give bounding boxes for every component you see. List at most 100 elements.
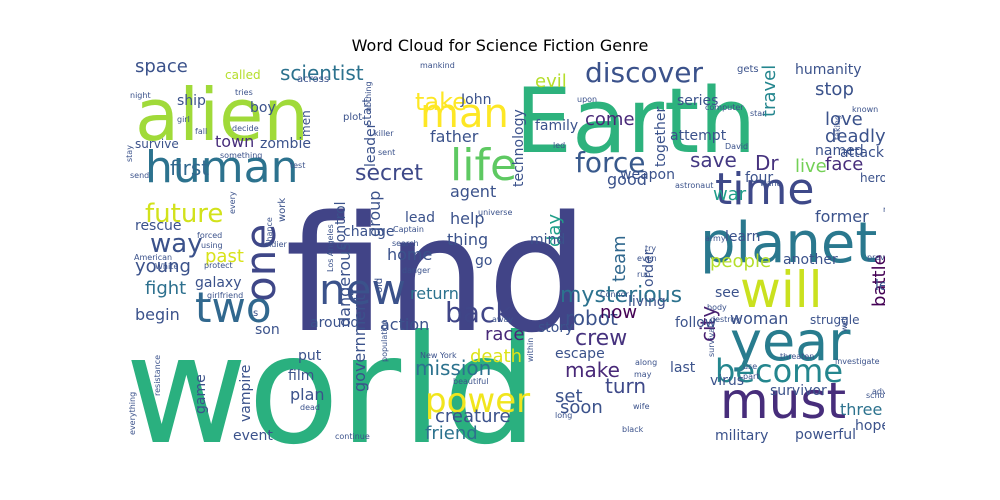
word-attempt: attempt	[670, 128, 727, 144]
word-death: death	[470, 346, 522, 367]
word-ship: ship	[177, 93, 206, 109]
word-woman: woman	[730, 309, 788, 328]
word-save: save	[690, 148, 737, 172]
word-army: army	[705, 234, 726, 243]
word-stop: stop	[815, 79, 854, 100]
word-send: send	[130, 171, 149, 180]
word-power: power	[425, 381, 530, 421]
word-new-york: New York	[420, 351, 457, 360]
word-back: back	[445, 296, 512, 329]
word-team: team	[609, 235, 630, 282]
word-try: try	[645, 244, 656, 253]
word-three: three	[840, 400, 882, 419]
word-hope: hope	[855, 418, 885, 434]
word-past: past	[205, 246, 244, 267]
word-new: new	[319, 265, 406, 314]
word-space: space	[135, 62, 188, 77]
word-agent: agent	[450, 182, 496, 201]
word-mysterious: mysterious	[560, 283, 682, 308]
word-decide: decide	[232, 124, 259, 133]
word-los-angeles: Los Angeles	[326, 224, 335, 272]
word-help: help	[450, 209, 485, 228]
word-plan: plan	[290, 385, 325, 404]
word-become: become	[715, 352, 843, 390]
word-black: black	[622, 425, 644, 434]
word-something: something	[220, 151, 262, 160]
word-test: test	[290, 161, 305, 170]
word-mankind: mankind	[420, 62, 455, 70]
word-find: find	[285, 181, 589, 368]
word-escape: escape	[555, 346, 605, 362]
word-people: people	[710, 251, 771, 272]
word-even: even	[637, 254, 657, 263]
word-dead: dead	[300, 403, 320, 412]
word-resistance: resistance	[153, 355, 162, 396]
word-man: man	[420, 91, 509, 137]
word-dangerous: dangerous	[335, 242, 354, 327]
word-young: young	[135, 256, 191, 277]
word-first: first	[170, 156, 209, 180]
word-star: star	[750, 109, 766, 118]
word-wife: wife	[633, 402, 650, 411]
word-attack: attack	[840, 145, 885, 161]
word-will: will	[740, 261, 823, 319]
word-secret: secret	[355, 161, 423, 186]
word-gets: gets	[737, 64, 759, 75]
word-work: work	[277, 198, 288, 222]
word-captain: Captain	[393, 225, 424, 234]
word-population: population	[380, 319, 389, 362]
word-film: film	[288, 368, 314, 384]
word-sent: sent	[378, 148, 395, 157]
word-boy: boy	[250, 100, 276, 116]
word-deadly: deadly	[825, 126, 885, 147]
word-left: left	[875, 278, 885, 294]
word-follow: follow	[675, 315, 716, 331]
word-town: town	[215, 132, 254, 151]
word-girl: girl	[177, 115, 190, 124]
word-another: another	[783, 252, 838, 268]
word-mind: mind	[530, 232, 565, 248]
word-everything: everything	[128, 392, 137, 435]
word-together: together	[653, 106, 669, 167]
word-s: s	[253, 308, 258, 319]
word-alien: alien	[135, 73, 309, 157]
word-must: must	[720, 372, 846, 430]
word-use: use	[743, 362, 757, 371]
word-well: well	[840, 316, 849, 332]
word-face: face	[825, 154, 863, 175]
word-across: across	[297, 74, 329, 85]
word-night: night	[130, 91, 151, 100]
word-survive: survive	[135, 137, 179, 151]
word-discover: discover	[585, 62, 703, 89]
word-government: government	[350, 294, 369, 392]
word-continue: continue	[335, 432, 370, 441]
word-rescue: rescue	[135, 218, 182, 234]
word-vampire: vampire	[238, 365, 254, 422]
word-game: game	[193, 374, 209, 414]
word-control: control	[333, 201, 349, 250]
word-upon: upon	[577, 95, 597, 104]
word-event: event	[233, 428, 273, 444]
word-leader: leader	[363, 122, 379, 167]
word-series: series	[677, 93, 718, 109]
word-zombie: zombie	[260, 136, 311, 152]
word-live: live	[795, 156, 827, 177]
word-every: every	[228, 191, 237, 214]
word-son: son	[255, 322, 280, 338]
word-learn: learn	[725, 229, 760, 245]
word-start: start	[360, 98, 374, 126]
word-friend: friend	[425, 423, 478, 444]
word-prevent: prevent	[867, 253, 885, 262]
word-four: four	[745, 170, 773, 186]
word-part: part	[743, 372, 759, 381]
word-action: action	[380, 315, 429, 334]
word-time: time	[715, 164, 814, 215]
word-search: search	[392, 239, 419, 248]
word-battle: battle	[869, 254, 885, 307]
word-one: one	[236, 224, 285, 302]
word-danger: danger	[402, 266, 431, 275]
word-tries: tries	[235, 88, 253, 97]
word-story: story	[538, 320, 573, 336]
